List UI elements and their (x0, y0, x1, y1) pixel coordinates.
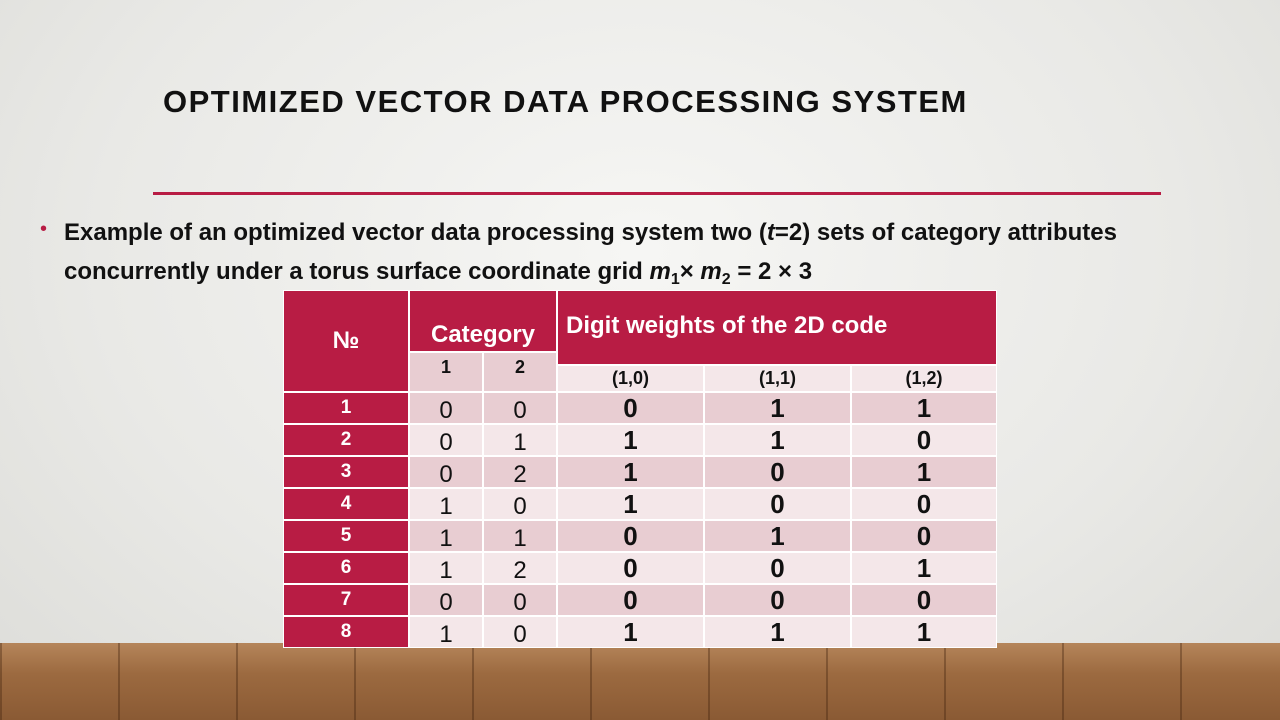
table-cell: 1 (851, 392, 997, 424)
table-cell: 1 (409, 520, 483, 552)
table-cell: 1 (851, 552, 997, 584)
table-cell: 0 (851, 424, 997, 456)
table-cell: 0 (704, 488, 851, 520)
table-cell: 1 (851, 456, 997, 488)
table-cell: 1 (704, 616, 851, 648)
table-cell: 1 (851, 616, 997, 648)
table-cell: 1 (557, 456, 704, 488)
wood-floor (0, 643, 1280, 720)
bullet-dot: • (40, 218, 48, 240)
header-cell: 2 (483, 352, 557, 392)
slide-title: OPTIMIZED VECTOR DATA PROCESSING SYSTEM (163, 84, 968, 119)
table-cell: 1 (483, 424, 557, 456)
table-cell: 1 (557, 424, 704, 456)
table-cell: 0 (409, 584, 483, 616)
table-cell: 1 (704, 392, 851, 424)
table-cell: 0 (483, 392, 557, 424)
table-cell: 0 (557, 392, 704, 424)
table-cell: 0 (557, 520, 704, 552)
header-cell: (1,1) (704, 365, 851, 392)
text: concurrently under a torus surface coord… (64, 258, 650, 285)
table-cell: 2 (483, 552, 557, 584)
text: × (679, 258, 701, 285)
table-cell: 0 (851, 488, 997, 520)
table-cell: 0 (483, 488, 557, 520)
table-cell: 1 (704, 424, 851, 456)
table-cell: 0 (409, 424, 483, 456)
table-cell: 0 (704, 552, 851, 584)
text: Example of an optimized vector data proc… (64, 219, 767, 246)
row-label: 1 (283, 392, 409, 424)
row-label: 2 (283, 424, 409, 456)
header-cell: (1,2) (851, 365, 997, 392)
text: =2) sets of category attributes (774, 219, 1117, 246)
table-cell: 1 (557, 616, 704, 648)
table-cell: 1 (409, 488, 483, 520)
table-cell: 1 (557, 488, 704, 520)
text: 1 (670, 271, 680, 288)
table-cell: 0 (851, 520, 997, 552)
table-cell: 0 (483, 616, 557, 648)
text: m (649, 258, 671, 285)
text: t (766, 219, 775, 246)
table-cell: 1 (483, 520, 557, 552)
table-cell: 0 (409, 456, 483, 488)
row-label: 8 (283, 616, 409, 648)
text: = 2 × 3 (730, 258, 813, 285)
table-cell: 0 (704, 584, 851, 616)
header-cell: 1 (409, 352, 483, 392)
table-cell: 0 (704, 456, 851, 488)
table-cell: 1 (409, 552, 483, 584)
table-cell: 1 (704, 520, 851, 552)
header-cell: № (283, 290, 409, 392)
table-cell: 1 (409, 616, 483, 648)
title-rule (153, 192, 1161, 195)
table-cell: 0 (557, 552, 704, 584)
table-cell: 2 (483, 456, 557, 488)
row-label: 3 (283, 456, 409, 488)
header-cell: Category (409, 290, 557, 352)
table-cell: 0 (557, 584, 704, 616)
table-cell: 0 (409, 392, 483, 424)
row-label: 4 (283, 488, 409, 520)
row-label: 5 (283, 520, 409, 552)
table-cell: 0 (483, 584, 557, 616)
table-cell: 0 (851, 584, 997, 616)
bullet-text: Example of an optimized vector data proc… (64, 213, 1117, 291)
text: m (700, 258, 722, 285)
header-cell: Digit weights of the 2D code (557, 290, 997, 365)
row-label: 6 (283, 552, 409, 584)
header-cell: (1,0) (557, 365, 704, 392)
row-label: 7 (283, 584, 409, 616)
text: 2 (721, 271, 731, 288)
